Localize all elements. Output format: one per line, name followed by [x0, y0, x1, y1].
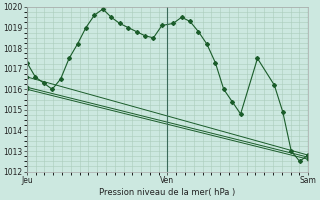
X-axis label: Pression niveau de la mer( hPa ): Pression niveau de la mer( hPa )	[100, 188, 236, 197]
